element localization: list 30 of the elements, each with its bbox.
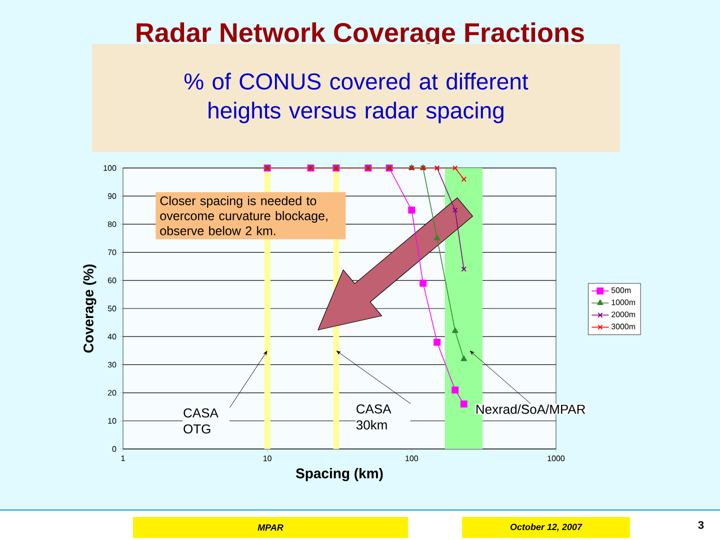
y-tick-label: 30 bbox=[108, 362, 116, 368]
annotation: Closer spacing is needed to overcome curvature blockage, observe below 2 km. bbox=[160, 196, 328, 236]
text: October 12, 2007 bbox=[510, 524, 582, 532]
band-label: Nexrad/SoA/MPAR bbox=[476, 404, 586, 414]
y-tick-label: 20 bbox=[108, 390, 116, 396]
y-tick-label: 70 bbox=[108, 249, 116, 256]
y-tick-label: 100 bbox=[104, 165, 116, 171]
y-tick-label: 50 bbox=[108, 306, 116, 312]
y-tick-label: 60 bbox=[108, 278, 116, 284]
chart-title: Radar Network Coverage Fractions bbox=[136, 22, 584, 48]
x-tick-label: 100 bbox=[406, 456, 418, 462]
text: 3 bbox=[698, 521, 704, 529]
x-tick-label: 10 bbox=[264, 456, 272, 462]
y-tick-label: 80 bbox=[108, 221, 116, 228]
chart-subtitle: % of CONUS covered at different heights versus radar spacing bbox=[184, 72, 528, 124]
legend-label: 500m bbox=[611, 287, 631, 294]
legend-label: 3000m bbox=[611, 324, 636, 330]
legend-label: 1000m bbox=[612, 299, 636, 306]
y-tick-label: 40 bbox=[108, 334, 116, 340]
y-tick-label: 10 bbox=[108, 418, 116, 424]
ref-line-label: CASA 30km bbox=[356, 404, 392, 430]
text: MPAR bbox=[258, 524, 284, 531]
x-tick-label: 1000 bbox=[548, 456, 565, 462]
y-tick-label: 0 bbox=[112, 446, 116, 452]
y-axis-title: Coverage (%) bbox=[83, 264, 96, 353]
x-tick-label: 1 bbox=[121, 456, 125, 462]
legend-label: 2000m bbox=[612, 312, 636, 318]
ref-line-label: CASA OTG bbox=[184, 408, 218, 434]
x-axis-title: Spacing (km) bbox=[296, 468, 383, 482]
y-tick-label: 90 bbox=[108, 193, 116, 199]
